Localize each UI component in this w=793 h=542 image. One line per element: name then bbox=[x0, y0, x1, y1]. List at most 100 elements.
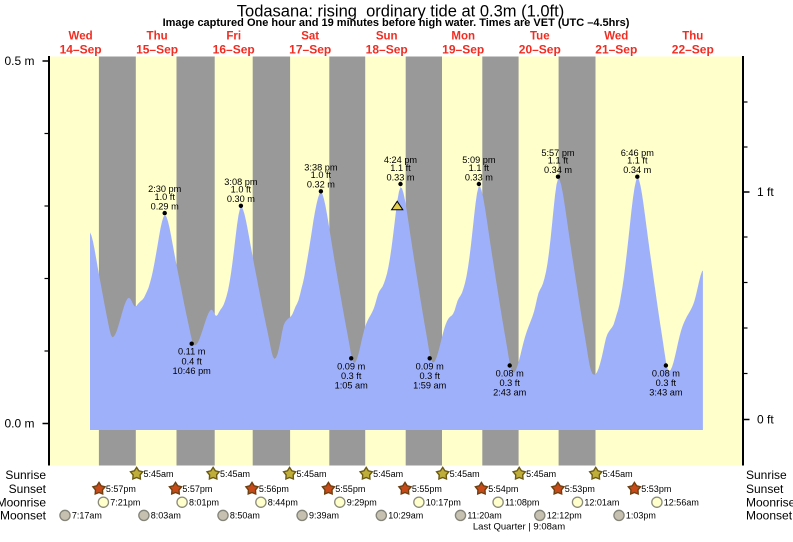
svg-text:5:53pm: 5:53pm bbox=[641, 484, 671, 494]
svg-text:4:24 pm: 4:24 pm bbox=[384, 155, 418, 165]
svg-text:12:12pm: 12:12pm bbox=[547, 511, 582, 521]
svg-text:8:03am: 8:03am bbox=[151, 511, 181, 521]
svg-text:3:43 am: 3:43 am bbox=[649, 388, 683, 398]
svg-text:Todasana: rising ordinary tid: Todasana: rising ordinary tide at 0.3m (… bbox=[237, 3, 564, 21]
svg-text:Sunrise: Sunrise bbox=[5, 468, 46, 482]
svg-text:0.3 ft: 0.3 ft bbox=[656, 378, 677, 388]
svg-text:1.1 ft: 1.1 ft bbox=[469, 163, 490, 173]
svg-text:5:45am: 5:45am bbox=[144, 469, 174, 479]
svg-text:0.30 m: 0.30 m bbox=[227, 194, 255, 204]
svg-text:18–Sep: 18–Sep bbox=[366, 43, 408, 57]
svg-text:Moonrise: Moonrise bbox=[0, 495, 46, 509]
svg-text:Last Quarter | 9:08am: Last Quarter | 9:08am bbox=[473, 521, 565, 532]
svg-text:17–Sep: 17–Sep bbox=[289, 43, 331, 57]
svg-text:6:46 pm: 6:46 pm bbox=[621, 148, 655, 158]
svg-text:1.0 ft: 1.0 ft bbox=[231, 185, 252, 195]
svg-text:5:56pm: 5:56pm bbox=[259, 484, 289, 494]
svg-text:8:44pm: 8:44pm bbox=[268, 497, 298, 507]
svg-text:Wed: Wed bbox=[69, 31, 93, 43]
svg-text:0 ft: 0 ft bbox=[757, 413, 774, 427]
svg-text:0.09 m: 0.09 m bbox=[337, 361, 365, 371]
svg-text:1:03pm: 1:03pm bbox=[626, 511, 656, 521]
svg-text:0.08 m: 0.08 m bbox=[652, 369, 680, 379]
svg-text:Image captured One hour and 19: Image captured One hour and 19 minutes b… bbox=[163, 17, 630, 29]
svg-text:5:45am: 5:45am bbox=[526, 469, 556, 479]
svg-text:Sun: Sun bbox=[376, 31, 398, 43]
svg-text:Thu: Thu bbox=[147, 31, 168, 43]
svg-text:7:21pm: 7:21pm bbox=[110, 497, 140, 507]
svg-text:Sat: Sat bbox=[301, 31, 319, 43]
svg-text:5:45am: 5:45am bbox=[373, 469, 403, 479]
svg-text:0.33 m: 0.33 m bbox=[386, 172, 414, 182]
svg-text:0.34 m: 0.34 m bbox=[623, 165, 651, 175]
svg-text:10:46 pm: 10:46 pm bbox=[173, 366, 212, 376]
svg-text:5:57pm: 5:57pm bbox=[182, 484, 212, 494]
svg-text:0.3 ft: 0.3 ft bbox=[499, 378, 520, 388]
svg-text:11:20am: 11:20am bbox=[467, 511, 501, 521]
svg-text:1 ft: 1 ft bbox=[757, 185, 774, 199]
svg-text:8:01pm: 8:01pm bbox=[189, 497, 219, 507]
svg-text:1.0 ft: 1.0 ft bbox=[154, 192, 175, 202]
svg-text:12:56am: 12:56am bbox=[664, 497, 699, 507]
svg-text:20–Sep: 20–Sep bbox=[519, 43, 561, 57]
svg-text:5:45am: 5:45am bbox=[297, 469, 327, 479]
svg-text:1.1 ft: 1.1 ft bbox=[390, 163, 411, 173]
svg-text:22–Sep: 22–Sep bbox=[672, 43, 714, 57]
svg-text:16–Sep: 16–Sep bbox=[213, 43, 255, 57]
svg-text:Mon: Mon bbox=[451, 31, 475, 43]
svg-text:15–Sep: 15–Sep bbox=[136, 43, 178, 57]
svg-text:Wed: Wed bbox=[604, 31, 628, 43]
svg-text:1.0 ft: 1.0 ft bbox=[311, 170, 332, 180]
svg-text:Tue: Tue bbox=[530, 31, 550, 43]
svg-text:5:55pm: 5:55pm bbox=[335, 484, 365, 494]
svg-text:Thu: Thu bbox=[682, 31, 703, 43]
svg-text:1:59 am: 1:59 am bbox=[413, 381, 447, 391]
svg-text:Sunrise: Sunrise bbox=[746, 468, 787, 482]
svg-text:14–Sep: 14–Sep bbox=[60, 43, 102, 57]
svg-text:0.33 m: 0.33 m bbox=[465, 172, 493, 182]
svg-text:5:45am: 5:45am bbox=[450, 469, 480, 479]
svg-text:5:55pm: 5:55pm bbox=[412, 484, 442, 494]
svg-text:0.11 m: 0.11 m bbox=[178, 347, 206, 357]
svg-text:1:05 am: 1:05 am bbox=[335, 381, 369, 391]
svg-text:21–Sep: 21–Sep bbox=[595, 43, 637, 57]
svg-text:8:50am: 8:50am bbox=[230, 511, 260, 521]
svg-text:0.08 m: 0.08 m bbox=[496, 369, 524, 379]
svg-text:0.3 ft: 0.3 ft bbox=[341, 371, 362, 381]
svg-text:9:29pm: 9:29pm bbox=[347, 497, 377, 507]
svg-text:0.09 m: 0.09 m bbox=[416, 361, 444, 371]
svg-text:0.3 ft: 0.3 ft bbox=[419, 371, 440, 381]
svg-text:3:08 pm: 3:08 pm bbox=[224, 177, 258, 187]
svg-text:12:01am: 12:01am bbox=[584, 497, 619, 507]
svg-text:5:57pm: 5:57pm bbox=[106, 484, 136, 494]
svg-text:11:08pm: 11:08pm bbox=[505, 497, 539, 507]
svg-text:Moonset: Moonset bbox=[0, 509, 47, 523]
svg-text:9:39am: 9:39am bbox=[309, 511, 339, 521]
svg-text:7:17am: 7:17am bbox=[72, 511, 102, 521]
svg-text:2:43 am: 2:43 am bbox=[493, 388, 527, 398]
svg-text:0.34 m: 0.34 m bbox=[544, 165, 572, 175]
svg-text:5:54pm: 5:54pm bbox=[488, 484, 518, 494]
svg-text:3:38 pm: 3:38 pm bbox=[304, 162, 338, 172]
svg-text:10:29am: 10:29am bbox=[388, 511, 423, 521]
svg-text:0.29 m: 0.29 m bbox=[151, 202, 179, 212]
svg-text:10:17pm: 10:17pm bbox=[426, 497, 461, 507]
svg-text:5:53pm: 5:53pm bbox=[565, 484, 595, 494]
svg-text:Fri: Fri bbox=[226, 31, 241, 43]
svg-text:0.32 m: 0.32 m bbox=[307, 180, 335, 190]
svg-text:0.4 ft: 0.4 ft bbox=[181, 356, 202, 366]
svg-text:0.0 m: 0.0 m bbox=[4, 417, 34, 431]
svg-text:Sunset: Sunset bbox=[9, 482, 47, 496]
svg-text:5:45am: 5:45am bbox=[603, 469, 633, 479]
svg-text:5:45am: 5:45am bbox=[220, 469, 250, 479]
svg-text:19–Sep: 19–Sep bbox=[442, 43, 484, 57]
svg-text:Sunset: Sunset bbox=[746, 482, 784, 496]
svg-text:5:09 pm: 5:09 pm bbox=[462, 155, 496, 165]
svg-text:Moonset: Moonset bbox=[746, 509, 793, 523]
svg-text:0.5 m: 0.5 m bbox=[4, 54, 34, 68]
svg-text:2:30 pm: 2:30 pm bbox=[148, 184, 182, 194]
svg-text:1.1 ft: 1.1 ft bbox=[548, 156, 569, 166]
svg-text:5:57 pm: 5:57 pm bbox=[541, 148, 575, 158]
svg-text:1.1 ft: 1.1 ft bbox=[627, 156, 648, 166]
svg-text:Moonrise: Moonrise bbox=[746, 495, 793, 509]
